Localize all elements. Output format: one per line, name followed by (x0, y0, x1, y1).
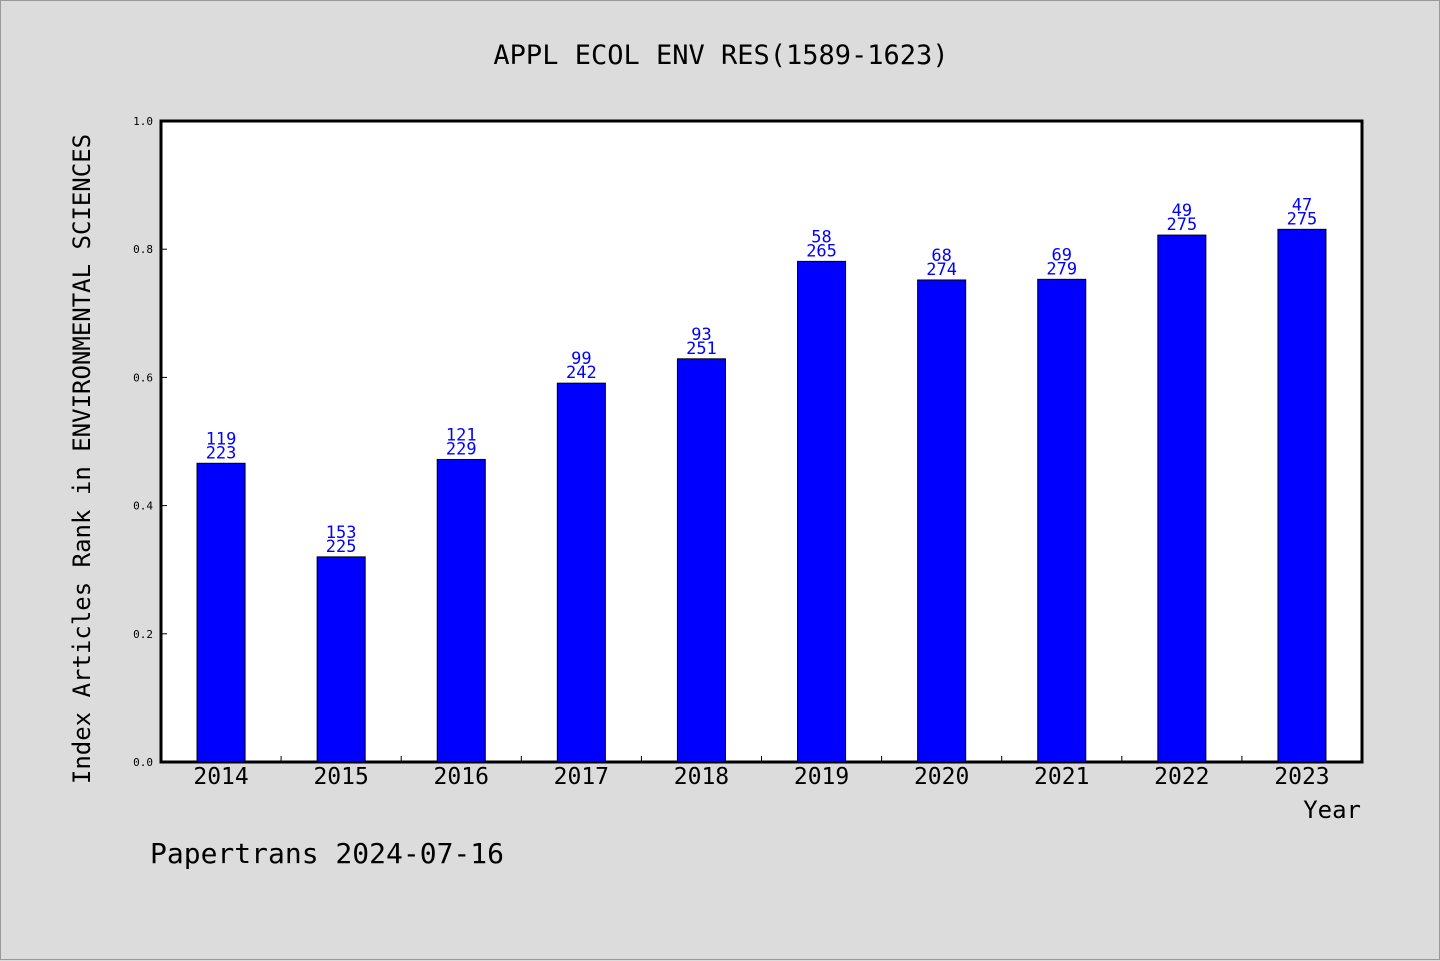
bar-2015 (316, 556, 366, 763)
bar-total-label: 225 (326, 537, 357, 557)
bar-total-label: 223 (206, 443, 237, 463)
x-axis-label: Year (1303, 796, 1361, 824)
x-tick-label: 2023 (1274, 764, 1329, 790)
x-tick-label: 2019 (794, 764, 849, 790)
x-tick-label: 2018 (674, 764, 729, 790)
x-tick-label: 2015 (313, 764, 368, 790)
bar-total-label: 274 (926, 260, 957, 280)
bar-2020 (917, 279, 967, 763)
bar-total-label: 229 (446, 439, 477, 459)
y-tick-label: 1.0 (133, 115, 153, 128)
bar-2019 (797, 260, 847, 763)
y-tick-label: 0.6 (133, 371, 153, 384)
y-tick-label: 0.8 (133, 243, 153, 256)
y-tick-label: 0.0 (133, 756, 153, 769)
bar-2021 (1037, 278, 1087, 763)
x-tick-label: 2014 (193, 764, 248, 790)
y-tick-label: 0.4 (133, 500, 153, 513)
bar-2016 (436, 458, 486, 763)
x-tick-label: 2022 (1154, 764, 1209, 790)
y-axis: 0.0 0.2 0.4 0.6 0.8 1.0 (133, 115, 167, 769)
y-tick-label: 0.2 (133, 628, 153, 641)
bar-total-label: 251 (686, 339, 717, 359)
bar-total-label: 275 (1166, 215, 1197, 235)
bar-rank-label: 69 (1052, 245, 1072, 265)
bar-2017 (556, 382, 606, 763)
x-axis: 2014 2015 2016 2017 2018 2019 2020 2021 2022 2023 (193, 756, 1330, 790)
bar-rank-label: 99 (571, 349, 591, 369)
bar-2014 (196, 462, 246, 763)
bar-rank-label: 58 (811, 227, 831, 247)
bar-total-label: 265 (806, 241, 837, 261)
bar-rank-label: 121 (446, 425, 477, 445)
x-tick-label: 2021 (1034, 764, 1089, 790)
bar-total-label: 275 (1287, 209, 1318, 229)
bar-rank-label: 119 (206, 429, 237, 449)
bar-rank-label: 49 (1172, 201, 1192, 221)
bar-rank-label: 153 (326, 523, 357, 543)
x-tick-label: 2017 (554, 764, 609, 790)
x-tick-label: 2020 (914, 764, 969, 790)
bar-total-label: 279 (1046, 259, 1077, 279)
bar-2018 (676, 358, 726, 763)
chart-title: APPL ECOL ENV RES(1589-1623) (493, 40, 948, 71)
footer-text: Papertrans 2024-07-16 (150, 837, 504, 870)
y-axis-label: Index Articles Rank in ENVIRONMENTAL SCI… (68, 134, 96, 784)
x-tick-label: 2016 (434, 764, 489, 790)
bar-series (196, 228, 1327, 763)
bar-total-label: 242 (566, 363, 597, 383)
bar-rank-label: 93 (691, 325, 711, 345)
bar-2023 (1277, 228, 1327, 763)
bar-rank-label: 47 (1292, 195, 1312, 215)
bar-rank-label: 68 (931, 246, 951, 266)
bar-2022 (1157, 234, 1207, 763)
